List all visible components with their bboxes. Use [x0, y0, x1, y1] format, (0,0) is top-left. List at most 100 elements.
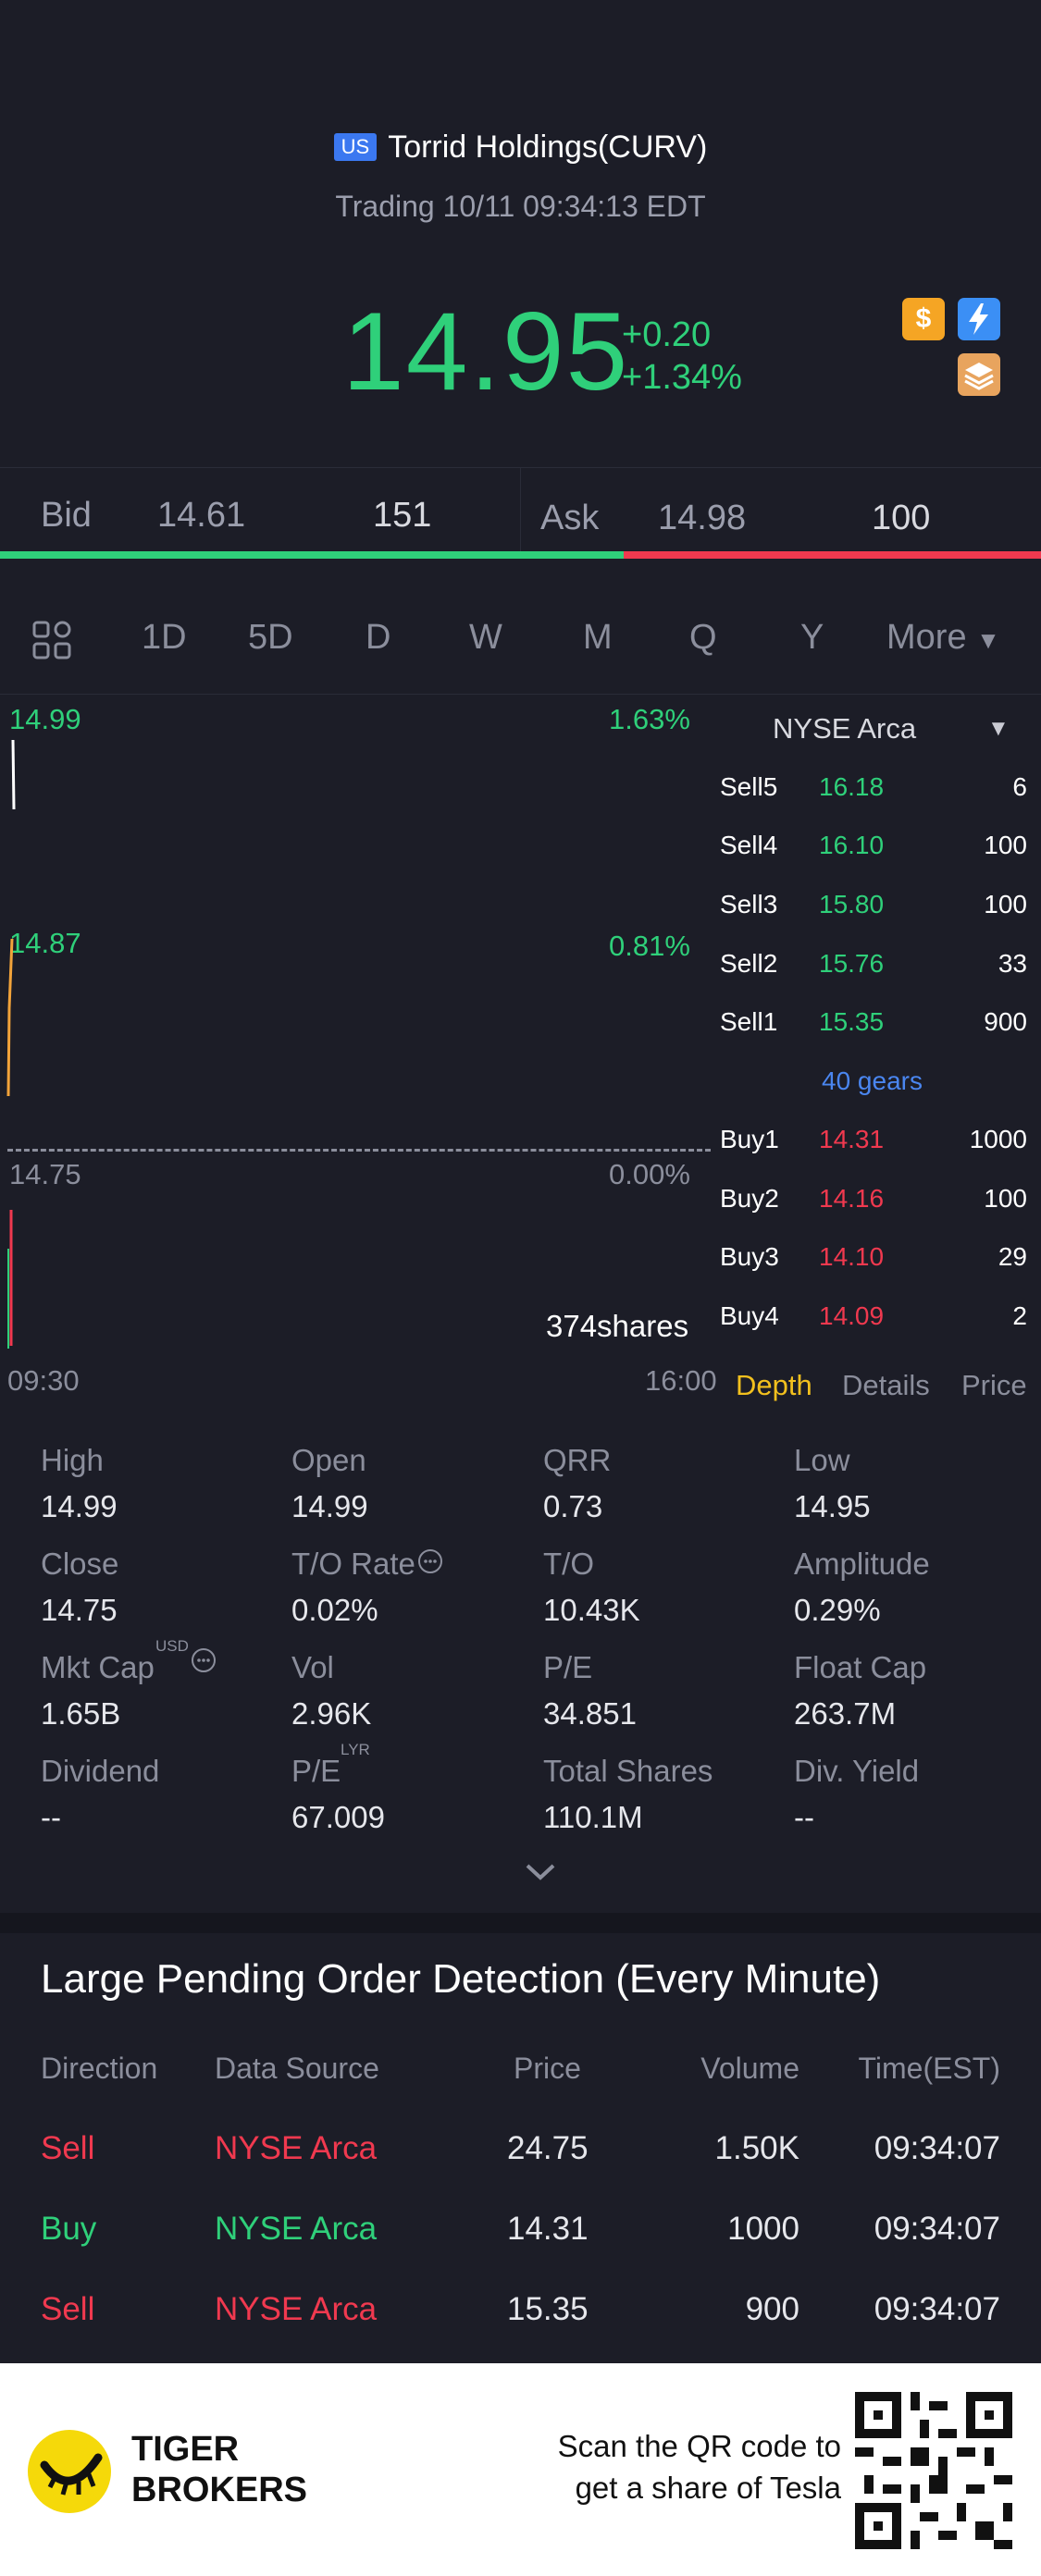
level-qty: 1000: [969, 1125, 1027, 1153]
gears-link[interactable]: 40 gears: [822, 1066, 923, 1095]
row-volume: 1.50K: [714, 2130, 799, 2166]
stat-open-value: 14.99: [291, 1489, 368, 1523]
tab-y[interactable]: Y: [800, 618, 824, 657]
col-volume: Volume: [700, 2052, 799, 2085]
ask-strength-bar: [624, 551, 1041, 559]
last-price: 14.95: [342, 290, 630, 413]
level-qty: 900: [984, 1007, 1027, 1036]
price-label-base: 14.75: [9, 1158, 81, 1190]
trading-status: Trading 10/11 09:34:13 EDT: [335, 190, 706, 223]
level-name: Buy2: [720, 1184, 779, 1213]
level-qty: 29: [998, 1242, 1027, 1271]
stat-to-rate-label: T/O Rate: [291, 1547, 415, 1581]
brand-line-1: TIGER: [131, 2430, 240, 2469]
row-time: 09:34:07: [874, 2130, 1000, 2166]
tab-1d[interactable]: 1D: [142, 618, 187, 657]
market-flag: US: [333, 133, 378, 161]
grid-icon[interactable]: [31, 620, 72, 665]
brand-line-2: BROKERS: [131, 2470, 308, 2509]
period-tabs: 1D 5D D W M Q Y More ▼: [0, 592, 1041, 695]
row-source: NYSE Arca: [215, 2211, 378, 2247]
stat-low-value: 14.95: [794, 1489, 871, 1523]
bid-ask-divider: [520, 468, 521, 556]
tab-m[interactable]: M: [583, 618, 613, 657]
col-price: Price: [514, 2052, 581, 2085]
price-change: +0.20 +1.34%: [622, 314, 742, 399]
section-title: Large Pending Order Detection (Every Min…: [41, 1956, 881, 2002]
caret-down-icon: ▼: [987, 716, 1010, 741]
level-qty: 100: [984, 831, 1027, 859]
time-end: 16:00: [645, 1364, 717, 1397]
stat-qrr-label: QRR: [543, 1443, 612, 1477]
stat-high-value: 14.99: [41, 1489, 118, 1523]
level-price: 16.18: [819, 772, 885, 801]
pct-label-high: 1.63%: [609, 703, 690, 735]
stat-float-cap-label: Float Cap: [794, 1650, 927, 1684]
level-price: 16.10: [819, 831, 885, 859]
expand-chevron-icon[interactable]: [522, 1861, 559, 1888]
promo-line-1: Scan the QR code to: [557, 2429, 841, 2463]
exchange-select[interactable]: NYSE Arca ▼: [773, 712, 1010, 746]
ask-label: Ask: [540, 499, 600, 537]
row-volume: 900: [745, 2291, 799, 2327]
qr-code-icon[interactable]: [855, 2392, 1012, 2549]
level-name: Sell1: [720, 1007, 778, 1036]
section-divider: [0, 1913, 1041, 1933]
stat-div-yield-label: Div. Yield: [794, 1754, 920, 1788]
tab-details[interactable]: Details: [842, 1369, 930, 1401]
level-price: 15.80: [819, 890, 885, 918]
tab-5d[interactable]: 5D: [248, 618, 293, 657]
level-name: Sell5: [720, 772, 778, 801]
promo-footer[interactable]: TIGER BROKERS Scan the QR code to get a …: [0, 2363, 1041, 2576]
dollar-icon[interactable]: $: [902, 298, 945, 340]
stock-title: US Torrid Holdings(CURV): [0, 129, 1041, 166]
tab-d[interactable]: D: [366, 618, 391, 657]
bid-strength-bar: [0, 551, 624, 559]
brand-name: TIGER BROKERS: [131, 2430, 307, 2510]
row-time: 09:34:07: [874, 2211, 1000, 2247]
level-qty: 100: [984, 1184, 1027, 1213]
stat-total-shares-value: 110.1M: [543, 1800, 643, 1834]
row-direction: Sell: [41, 2130, 95, 2166]
col-data-source: Data Source: [215, 2052, 379, 2085]
level-price: 14.09: [819, 1301, 885, 1330]
level-name: Buy1: [720, 1125, 779, 1153]
info-icon[interactable]: [190, 1646, 217, 1679]
row-time: 09:34:07: [874, 2291, 1000, 2327]
stat-mkt-cap-value: 1.65B: [41, 1696, 121, 1731]
ask-size: 100: [872, 499, 931, 537]
level-price: 14.10: [819, 1242, 885, 1271]
stat-float-cap-value: 263.7M: [794, 1696, 897, 1731]
level-price: 14.16: [819, 1184, 885, 1213]
row-price: 24.75: [507, 2130, 589, 2166]
lightning-icon[interactable]: [958, 298, 1000, 340]
stat-amplitude-value: 0.29%: [794, 1593, 881, 1627]
tab-depth[interactable]: Depth: [736, 1369, 812, 1401]
row-volume: 1000: [727, 2211, 799, 2247]
level-name: Buy3: [720, 1242, 779, 1271]
volume-label: 374shares: [546, 1309, 689, 1343]
level-qty: 6: [1012, 772, 1027, 801]
level-price: 14.31: [819, 1125, 885, 1153]
stat-to-rate-value: 0.02%: [291, 1593, 378, 1627]
more-label: More: [886, 618, 967, 657]
stock-name: Torrid Holdings(CURV): [388, 129, 708, 165]
stat-dividend-label: Dividend: [41, 1754, 160, 1788]
row-price: 15.35: [507, 2291, 589, 2327]
stat-mkt-cap-label: Mkt Cap: [41, 1650, 155, 1684]
info-icon[interactable]: [416, 1547, 444, 1580]
level-price: 15.35: [819, 1007, 885, 1036]
promo-text: Scan the QR code to get a share of Tesla: [558, 2426, 841, 2508]
tab-q[interactable]: Q: [689, 618, 717, 657]
stat-pe-label: P/E: [543, 1650, 593, 1684]
stack-icon[interactable]: [958, 353, 1000, 396]
tab-price[interactable]: Price: [961, 1369, 1027, 1401]
bid-ask-bar[interactable]: Bid 14.61 151 Ask 14.98 100: [0, 467, 1041, 556]
level-qty: 33: [998, 949, 1027, 978]
level-name: Sell3: [720, 890, 778, 918]
tab-w[interactable]: W: [469, 618, 502, 657]
col-direction: Direction: [41, 2052, 158, 2085]
more-dropdown[interactable]: More ▼: [886, 618, 1000, 658]
row-source: NYSE Arca: [215, 2291, 378, 2327]
change-amount: +0.20: [622, 315, 712, 354]
